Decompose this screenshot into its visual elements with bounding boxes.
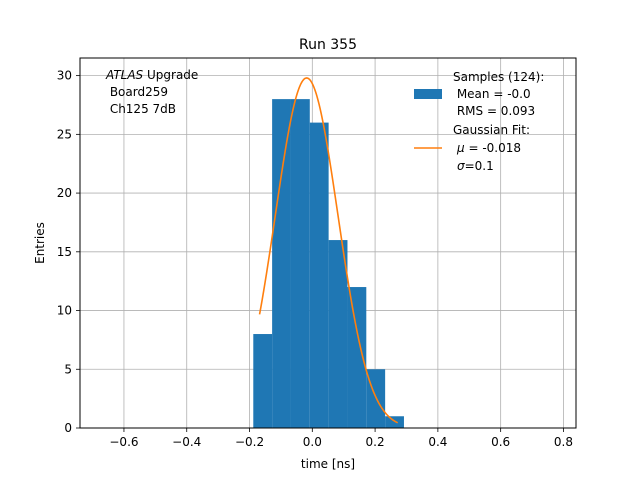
histogram-bar-5 bbox=[347, 287, 367, 428]
svg-text:μ = -0.018: μ = -0.018 bbox=[456, 141, 521, 155]
plot-frame bbox=[79, 57, 577, 429]
legend-sigma-value: =0.1 bbox=[465, 159, 494, 173]
histogram-bar-2 bbox=[290, 99, 310, 428]
annotation-line3: Ch125 7dB bbox=[106, 102, 176, 116]
annotation-line2: Board259 bbox=[106, 85, 168, 99]
legend-sigma-symbol: σ bbox=[457, 159, 465, 173]
gaussian-fit-curve bbox=[258, 77, 399, 424]
histogram-bar-0 bbox=[253, 334, 273, 428]
legend-mu-symbol: μ bbox=[456, 141, 465, 155]
y-tick-label-0: 0 bbox=[64, 421, 72, 435]
legend-samples-line2: Mean = -0.0 bbox=[453, 87, 531, 101]
x-tick-label-3: 0.0 bbox=[303, 435, 322, 449]
x-tick-label-2: −0.2 bbox=[235, 435, 264, 449]
svg-text:ATLAS Upgrade: ATLAS Upgrade bbox=[105, 68, 198, 82]
y-axis-label: Entries bbox=[33, 222, 47, 264]
legend-samples-swatch bbox=[414, 89, 442, 99]
y-tick-label-3: 15 bbox=[57, 245, 72, 259]
histogram-bar-7 bbox=[385, 416, 404, 428]
x-tick-label-0: −0.6 bbox=[109, 435, 138, 449]
chart-title: Run 355 bbox=[299, 37, 357, 53]
histogram-bar-3 bbox=[309, 122, 329, 428]
histogram-bar-4 bbox=[328, 240, 348, 428]
legend-mu-value: = -0.018 bbox=[465, 141, 521, 155]
svg-text:σ=0.1: σ=0.1 bbox=[457, 159, 494, 173]
y-tick-label-6: 30 bbox=[57, 69, 72, 83]
x-tick-label-7: 0.8 bbox=[554, 435, 573, 449]
x-axis-ticks: −0.6 −0.4 −0.2 0.0 0.2 0.4 0.6 0.8 bbox=[109, 428, 573, 449]
y-axis-ticks: 0 5 10 15 20 25 30 bbox=[57, 69, 80, 435]
x-axis-label: time [ns] bbox=[301, 457, 355, 471]
histogram-bar-1 bbox=[272, 99, 291, 428]
annotation-italic: ATLAS bbox=[105, 68, 144, 82]
atlas-annotation: ATLAS Upgrade Board259 Ch125 7dB bbox=[105, 68, 198, 116]
y-tick-label-5: 25 bbox=[57, 127, 72, 141]
annotation-line1: Upgrade bbox=[143, 68, 198, 82]
y-tick-label-4: 20 bbox=[57, 186, 72, 200]
y-tick-label-2: 10 bbox=[57, 304, 72, 318]
x-tick-label-1: −0.4 bbox=[172, 435, 201, 449]
histogram-bars bbox=[253, 99, 404, 428]
x-tick-label-4: 0.2 bbox=[366, 435, 385, 449]
legend-samples-line3: RMS = 0.093 bbox=[453, 104, 535, 118]
y-tick-label-1: 5 bbox=[64, 362, 72, 376]
legend-samples-line1: Samples (124): bbox=[453, 70, 544, 84]
x-tick-label-5: 0.4 bbox=[428, 435, 447, 449]
x-tick-label-6: 0.6 bbox=[491, 435, 510, 449]
legend: Samples (124): Mean = -0.0 RMS = 0.093 G… bbox=[414, 70, 544, 173]
legend-fit-line1: Gaussian Fit: bbox=[453, 123, 530, 137]
